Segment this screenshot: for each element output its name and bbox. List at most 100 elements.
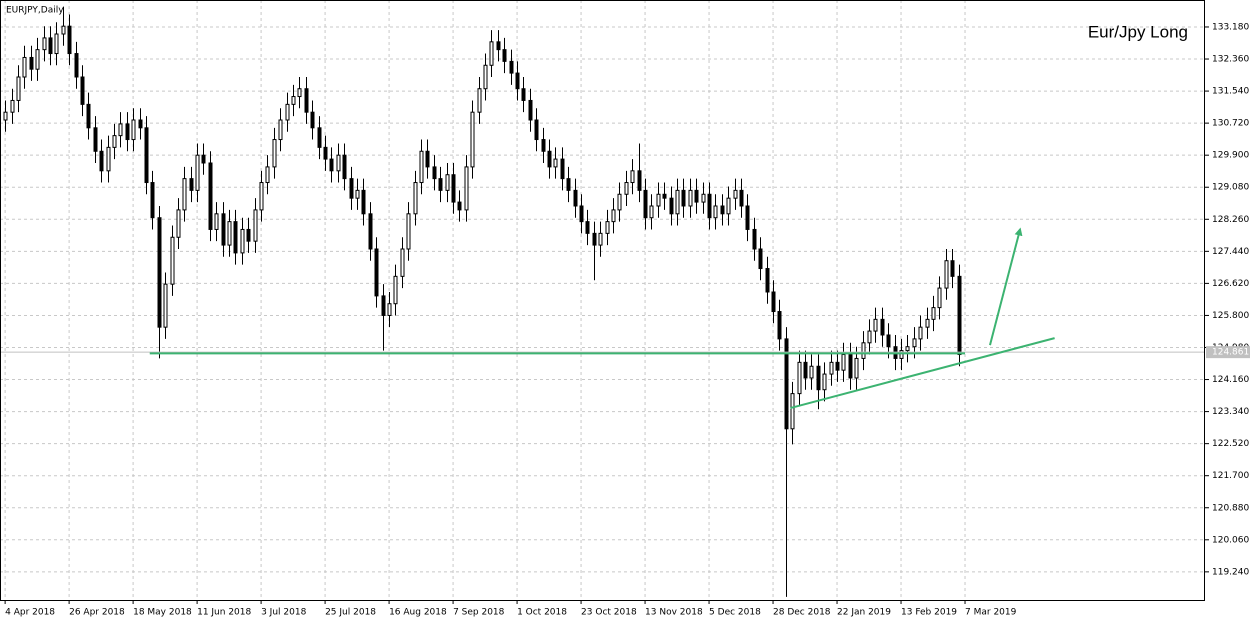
candle-body: [752, 228, 757, 250]
y-tick-label: 120.880: [1212, 503, 1249, 513]
candle-body: [182, 178, 187, 211]
candle-body: [669, 197, 674, 215]
candle-body: [227, 221, 232, 246]
x-tick-label: 11 Jun 2018: [197, 608, 251, 618]
candle-body: [470, 111, 475, 168]
candle-body: [278, 119, 283, 141]
candle-body: [170, 236, 175, 285]
y-tick-label: 128.260: [1212, 215, 1249, 225]
candle-body: [713, 205, 718, 219]
x-tick-label: 5 Dec 2018: [709, 608, 761, 618]
y-tick-label: 121.700: [1212, 471, 1249, 481]
grid: [0, 0, 1205, 600]
candle-body: [138, 119, 143, 129]
candle-body: [681, 189, 686, 207]
candle-body: [67, 25, 72, 55]
candle-body: [873, 318, 878, 332]
candle-body: [457, 201, 462, 211]
candle-body: [387, 303, 392, 316]
candle-body: [176, 209, 181, 238]
x-tick-label: 13 Nov 2018: [645, 608, 703, 618]
x-tick-label: 7 Mar 2019: [965, 608, 1017, 618]
candle-body: [42, 37, 47, 51]
candle-body: [950, 260, 955, 277]
candle-body: [118, 123, 123, 137]
candle-body: [758, 248, 763, 270]
candle-body: [931, 307, 936, 320]
candle-body: [35, 49, 40, 70]
candle-body: [611, 209, 616, 223]
candle-body: [406, 213, 411, 250]
candle-body: [16, 76, 21, 101]
candle-body: [585, 221, 590, 234]
candle-body: [329, 158, 334, 172]
x-tick-label: 7 Sep 2018: [453, 608, 505, 618]
candle-body: [637, 170, 642, 191]
candle-body: [438, 178, 443, 191]
candle-body: [675, 189, 680, 215]
candle-body: [246, 228, 251, 242]
candle-body: [592, 232, 597, 246]
trend-line: [790, 337, 1055, 410]
candle-body: [106, 146, 111, 172]
candle-body: [400, 248, 405, 277]
candle-body: [701, 193, 706, 203]
y-tick-label: 119.240: [1212, 567, 1249, 577]
candle-body: [131, 119, 136, 141]
candle-body: [10, 99, 15, 113]
candle-body: [739, 189, 744, 207]
candle-body: [605, 221, 610, 234]
y-tick-label: 131.540: [1212, 87, 1249, 97]
candle-body: [957, 275, 962, 356]
candle-body: [368, 213, 373, 250]
y-tick-label: 129.900: [1212, 151, 1249, 161]
candle-body: [547, 150, 552, 168]
candle-body: [74, 53, 79, 78]
candle-body: [61, 25, 66, 35]
candle-body: [777, 311, 782, 340]
candle-body: [835, 361, 840, 371]
candle-body: [336, 154, 341, 172]
candle-body: [502, 49, 507, 62]
x-tick-label: 25 Jul 2018: [325, 608, 376, 618]
candle-body: [816, 365, 821, 391]
y-tick-label: 133.180: [1212, 22, 1249, 32]
candle-body: [528, 99, 533, 121]
candle-body: [342, 154, 347, 180]
y-tick-label: 130.720: [1212, 119, 1249, 129]
candle-body: [297, 88, 302, 98]
candle-body: [566, 178, 571, 191]
candle-body: [54, 33, 59, 55]
candle-body: [3, 111, 8, 121]
candle-body: [617, 193, 622, 211]
candle-body: [445, 174, 450, 191]
candle-body: [649, 205, 654, 219]
candle-body: [272, 139, 277, 168]
candle-body: [477, 88, 482, 113]
candle-body: [432, 166, 437, 180]
y-tick-label: 127.440: [1212, 247, 1249, 257]
x-tick-label: 13 Feb 2019: [901, 608, 957, 618]
candle-body: [733, 189, 738, 199]
candle-body: [464, 166, 469, 211]
candle-body: [803, 361, 808, 379]
candle-body: [912, 338, 917, 348]
candle-body: [317, 127, 322, 148]
candle-body: [880, 318, 885, 336]
y-tick-label: 122.520: [1212, 439, 1249, 449]
candle-body: [784, 338, 789, 430]
candle-body: [886, 334, 891, 348]
candle-body: [579, 205, 584, 223]
candle-body: [848, 354, 853, 379]
candle-body: [310, 111, 315, 129]
candle-body: [304, 88, 309, 113]
candle-body: [790, 393, 795, 430]
candle-body: [413, 182, 418, 215]
candle-body: [483, 64, 488, 90]
candle-body: [208, 162, 213, 230]
candle-body: [393, 275, 398, 305]
candle-body: [918, 326, 923, 340]
candle-body: [656, 193, 661, 207]
plot-border: [0, 0, 1205, 601]
